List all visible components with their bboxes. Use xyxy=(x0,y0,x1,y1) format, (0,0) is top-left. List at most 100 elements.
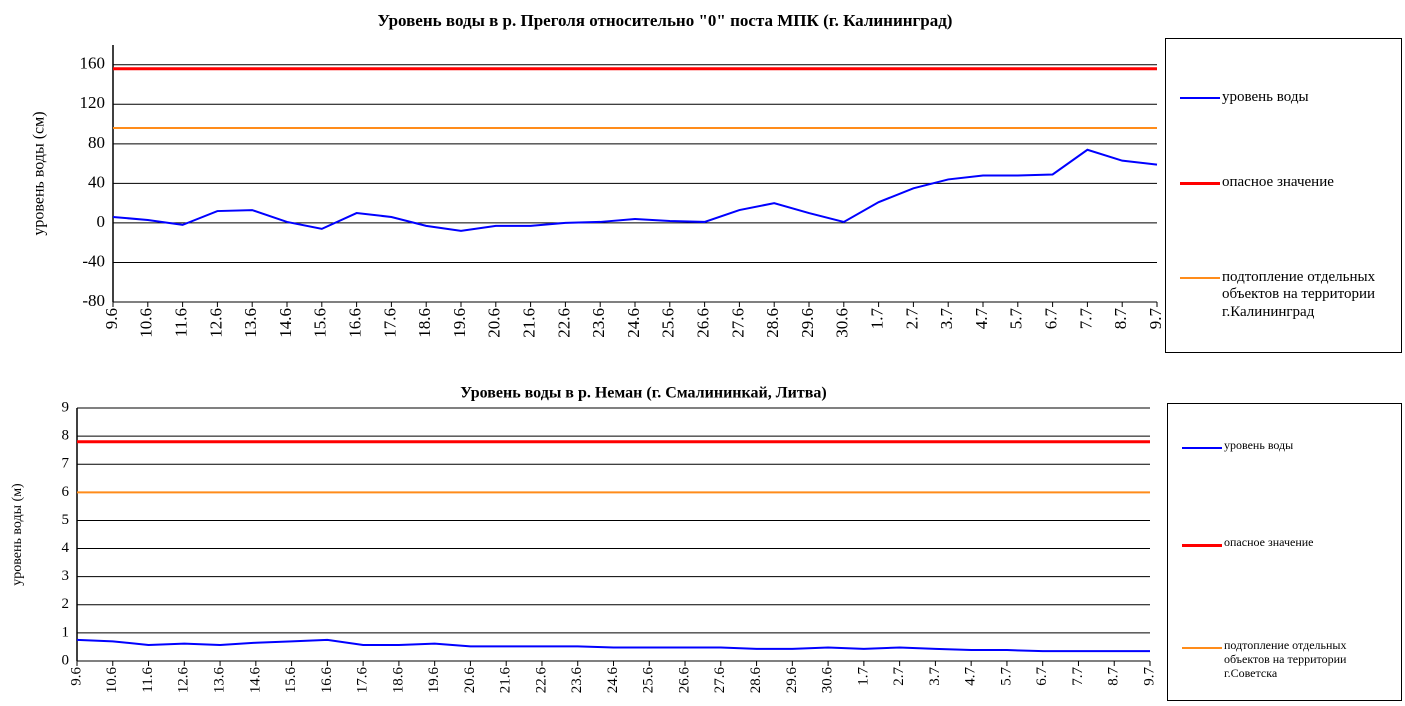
y-tick-label: 5 xyxy=(62,512,70,528)
x-tick-label: 16.6 xyxy=(346,308,365,338)
x-tick-label: 18.6 xyxy=(415,308,434,338)
y-tick-label: 160 xyxy=(80,54,106,73)
x-tick-label: 8.7 xyxy=(1111,308,1130,330)
y-tick-label: 8 xyxy=(62,428,70,444)
x-tick-label: 10.6 xyxy=(104,667,120,694)
x-tick-label: 28.6 xyxy=(748,667,764,694)
y-tick-label: -80 xyxy=(82,291,105,310)
x-tick-label: 12.6 xyxy=(206,308,225,338)
x-tick-label: 16.6 xyxy=(319,667,335,694)
legend-swatch xyxy=(1182,447,1222,449)
series-line xyxy=(76,638,1150,653)
legend: уровень воды опасное значение подтопление … xyxy=(1167,403,1402,701)
y-tick-label: 7 xyxy=(62,456,70,472)
y-tick-label: 6 xyxy=(62,484,70,500)
legend-item: уровень воды xyxy=(1182,438,1389,453)
chart-title: Уровень воды в р. Преголя относительно "… xyxy=(378,11,953,30)
y-tick-label: 40 xyxy=(88,172,105,191)
x-tick-label: 23.6 xyxy=(589,308,608,338)
x-tick-label: 24.6 xyxy=(605,667,621,694)
x-tick-label: 24.6 xyxy=(624,308,643,338)
x-tick-label: 8.7 xyxy=(1106,667,1122,686)
y-tick-label: 3 xyxy=(62,568,70,584)
y-axis-label: уровень воды (см) xyxy=(31,111,48,235)
y-tick-label: -40 xyxy=(82,251,105,270)
x-tick-label: 13.6 xyxy=(241,308,260,338)
x-tick-label: 6.7 xyxy=(1042,308,1061,330)
legend-label: опасное значение xyxy=(1224,535,1314,549)
legend-swatch xyxy=(1180,182,1220,185)
series-line xyxy=(112,148,1158,232)
plot-area xyxy=(113,45,1157,302)
x-tick-label: 3.7 xyxy=(927,667,943,686)
x-tick-label: 26.6 xyxy=(694,308,713,338)
y-tick-label: 0 xyxy=(97,212,106,231)
legend-label: уровень воды xyxy=(1222,89,1309,105)
legend-label: опасное значение xyxy=(1222,174,1334,190)
x-tick-label: 13.6 xyxy=(212,667,228,694)
x-tick-label: 9.7 xyxy=(1141,667,1157,686)
x-tick-label: 17.6 xyxy=(355,667,371,694)
legend-swatch xyxy=(1182,544,1222,547)
x-tick-label: 15.6 xyxy=(283,667,299,694)
x-tick-label: 29.6 xyxy=(784,667,800,694)
x-tick-label: 25.6 xyxy=(659,308,678,338)
x-tick-label: 9.7 xyxy=(1146,308,1165,330)
x-tick-label: 2.7 xyxy=(902,308,921,330)
x-tick-label: 7.7 xyxy=(1076,308,1095,330)
x-tick-label: 27.6 xyxy=(728,308,747,338)
x-tick-label: 4.7 xyxy=(972,308,991,330)
y-tick-label: 2 xyxy=(62,596,70,612)
x-tick-label: 28.6 xyxy=(763,308,782,338)
x-tick-label: 11.6 xyxy=(140,667,156,693)
y-tick-label: 80 xyxy=(88,133,105,152)
x-tick-label: 30.6 xyxy=(833,308,852,338)
x-tick-label: 22.6 xyxy=(554,308,573,338)
x-tick-label: 23.6 xyxy=(569,667,585,694)
x-tick-label: 9.6 xyxy=(68,667,84,686)
legend-item: опасное значение xyxy=(1180,174,1389,191)
x-tick-label: 26.6 xyxy=(676,667,692,694)
x-tick-label: 27.6 xyxy=(712,667,728,694)
x-tick-label: 9.6 xyxy=(102,308,121,329)
legend-swatch xyxy=(1180,97,1220,99)
x-tick-label: 19.6 xyxy=(426,667,442,694)
legend-label: уровень воды xyxy=(1224,438,1294,452)
legend-item: подтопление отдельных объектов на террит… xyxy=(1180,269,1389,321)
x-tick-label: 5.7 xyxy=(1007,308,1026,330)
y-tick-label: 1 xyxy=(62,624,70,640)
x-tick-label: 11.6 xyxy=(172,308,191,337)
legend-label: подтопление отдельных объектов на террит… xyxy=(1222,269,1376,320)
legend-swatch xyxy=(1182,647,1222,649)
x-tick-label: 3.7 xyxy=(937,308,956,330)
x-tick-label: 1.7 xyxy=(868,308,887,330)
x-tick-label: 7.7 xyxy=(1070,667,1086,686)
x-tick-label: 20.6 xyxy=(485,308,504,338)
x-tick-label: 18.6 xyxy=(390,667,406,694)
y-tick-label: 0 xyxy=(62,652,70,668)
y-tick-label: 9 xyxy=(62,399,70,415)
x-tick-label: 14.6 xyxy=(247,667,263,694)
legend-item: уровень воды xyxy=(1180,89,1389,106)
x-tick-label: 22.6 xyxy=(533,667,549,694)
legend-label: подтопление отдельных объектов на террит… xyxy=(1224,638,1347,680)
y-tick-label: 4 xyxy=(62,540,70,556)
legend-item: опасное значение xyxy=(1182,535,1389,550)
x-tick-label: 2.7 xyxy=(891,667,907,686)
x-tick-label: 19.6 xyxy=(450,308,469,338)
legend-item: подтопление отдельных объектов на террит… xyxy=(1182,638,1389,680)
y-axis-label: уровень воды (м) xyxy=(10,483,25,586)
x-tick-label: 21.6 xyxy=(520,308,539,338)
x-tick-label: 14.6 xyxy=(276,308,295,338)
x-tick-label: 21.6 xyxy=(498,667,514,694)
x-tick-label: 30.6 xyxy=(820,667,836,694)
plot-area xyxy=(77,408,1150,661)
x-tick-label: 5.7 xyxy=(998,667,1014,686)
x-tick-label: 29.6 xyxy=(798,308,817,338)
x-tick-label: 12.6 xyxy=(176,667,192,694)
y-tick-label: 120 xyxy=(80,93,106,112)
chart-title: Уровень воды в р. Неман (г. Смалининкай,… xyxy=(460,385,826,402)
x-tick-label: 6.7 xyxy=(1034,667,1050,686)
